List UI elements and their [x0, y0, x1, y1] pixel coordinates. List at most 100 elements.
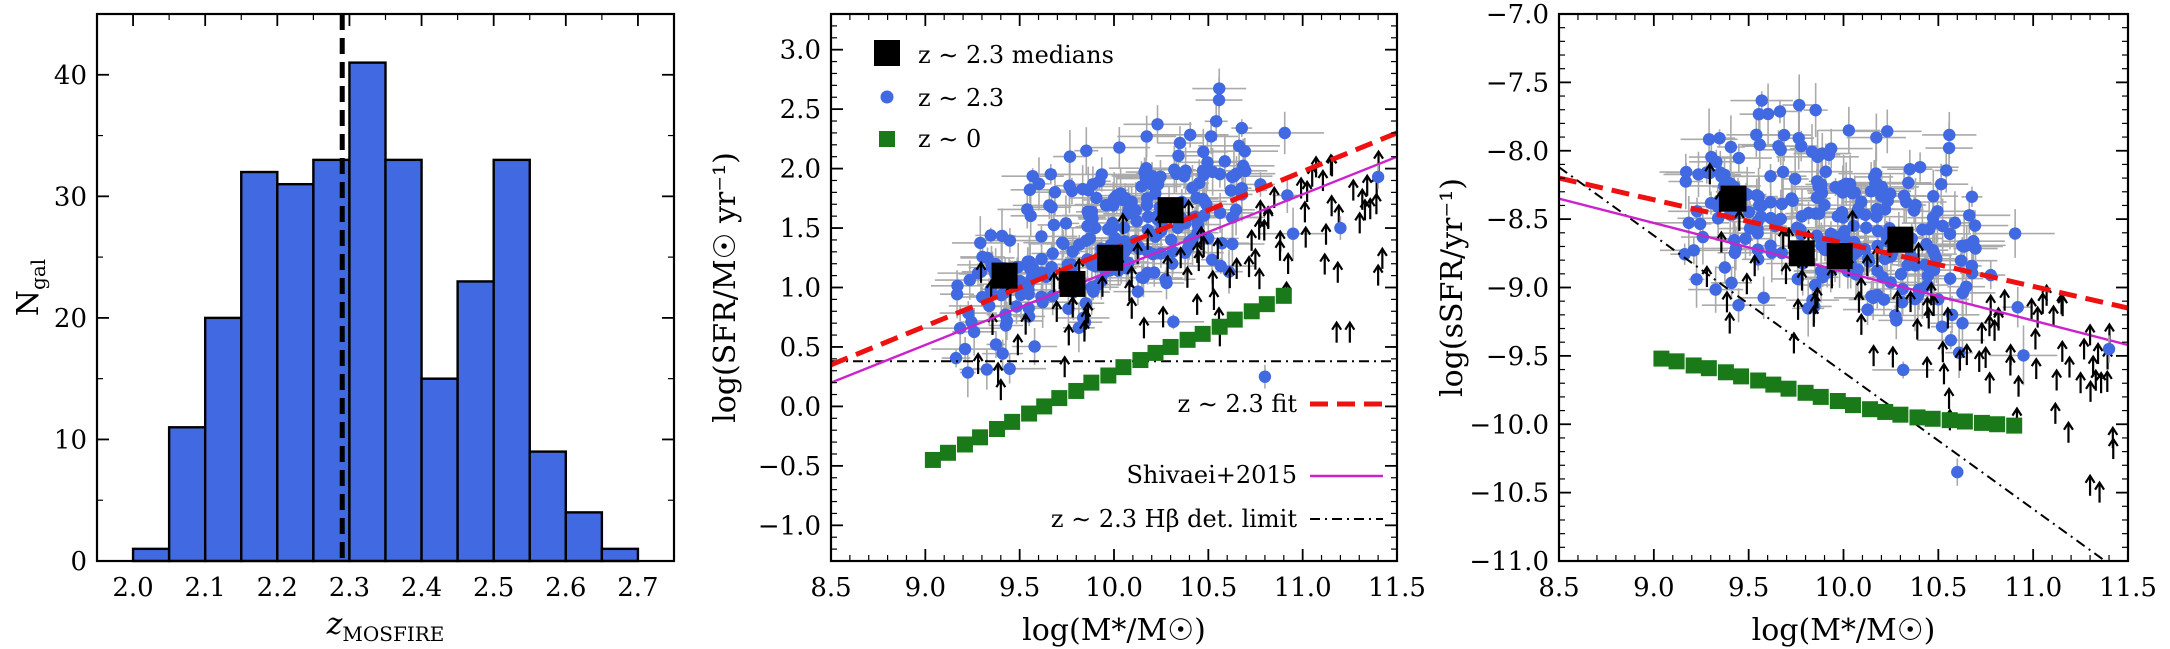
sample-point — [1902, 176, 1915, 189]
sample-point — [2102, 342, 2116, 356]
sample-point — [1869, 176, 1883, 189]
sfr-xtick-label: 8.5 — [810, 573, 851, 603]
sample-point — [1936, 219, 1949, 233]
sample-point — [1750, 189, 1763, 202]
sample-point — [1693, 217, 1707, 231]
sample-point — [1113, 141, 1126, 154]
local-z0-point — [1021, 405, 1038, 422]
sample-point — [1963, 209, 1976, 222]
ssfr-xlabel: log(M*/M☉) — [1752, 613, 1936, 648]
sample-point — [1775, 197, 1789, 211]
histogram-xtick-label: 2.7 — [617, 573, 658, 603]
sample-point — [1718, 261, 1732, 274]
local-z0-point — [1685, 357, 1702, 374]
sample-point — [1954, 254, 1968, 267]
sfr-xtick-label: 9.5 — [999, 573, 1040, 603]
histogram-bar — [384, 158, 423, 563]
local-z0-point — [1147, 344, 1164, 361]
sample-point — [1951, 465, 1964, 479]
local-z0-point — [1179, 331, 1196, 348]
sample-point — [1334, 221, 1347, 235]
sample-point — [1151, 118, 1164, 131]
fit-line — [1559, 175, 2128, 311]
sample-point — [1705, 150, 1718, 164]
shivaei-line — [1559, 197, 2128, 347]
sample-point — [1160, 276, 1173, 290]
sample-point — [1927, 190, 1940, 203]
sfr-ylabel: log(SFR/M☉ yr⁻¹) — [708, 152, 743, 423]
sample-point — [1750, 128, 1763, 142]
sample-point — [1083, 232, 1097, 245]
sample-point — [1690, 273, 1703, 286]
sample-point — [1145, 175, 1159, 189]
histogram-xtick-label: 2.0 — [112, 573, 153, 603]
sample-point — [1965, 259, 1979, 273]
sfr-xlabel: log(M*/M☉) — [1022, 613, 1206, 648]
sample-point — [1099, 199, 1113, 212]
sample-point — [1201, 156, 1214, 169]
sample-point — [1881, 125, 1894, 138]
histogram-bars — [131, 61, 640, 563]
sample-point — [1057, 237, 1070, 251]
sample-point — [1692, 168, 1705, 181]
local-z0-point — [1780, 380, 1797, 397]
local-z0-point — [1051, 390, 1068, 407]
sample-point — [996, 347, 1009, 360]
sample-point — [1897, 189, 1911, 202]
local-z0-point — [1989, 416, 2006, 433]
local-z0-point — [1668, 353, 1685, 370]
sample-point — [1062, 302, 1075, 315]
sample-point — [1190, 191, 1203, 205]
histogram-axes: 2.0 2.1 2.2 2.3 2.4 2.5 2.6 2.7 0 10 20 30 40 — [54, 12, 676, 603]
median-point — [1157, 197, 1184, 224]
sample-point — [1679, 165, 1693, 179]
sample-point — [1043, 199, 1056, 212]
local-z0-point — [1004, 413, 1021, 430]
histogram-bar — [456, 280, 495, 563]
sample-point — [1186, 181, 1199, 194]
median-points-1 — [991, 197, 1184, 297]
sample-point — [1085, 205, 1099, 218]
sample-point — [1809, 103, 1822, 117]
sample-point — [1371, 170, 1385, 184]
local-z0-point — [1750, 372, 1767, 389]
sample-point — [961, 366, 975, 379]
sample-point — [1227, 170, 1241, 183]
sample-point — [1956, 317, 1969, 330]
histogram-xtick-label: 2.3 — [329, 573, 370, 603]
outliers-2 — [1951, 323, 2119, 503]
sample-point — [1213, 206, 1227, 220]
ssfr-ytick-label: −9.5 — [1486, 342, 1549, 372]
sample-point — [1173, 136, 1187, 150]
histogram-bar — [492, 158, 531, 563]
sample-point — [1035, 252, 1048, 266]
sfr-ytick-label: 0.0 — [780, 392, 821, 422]
sample-point — [1934, 177, 1948, 191]
ssfr-ytick-label: −10.0 — [1469, 410, 1549, 440]
histogram-bar — [240, 170, 279, 563]
sample-point — [976, 250, 989, 264]
sample-point — [1131, 285, 1145, 298]
local-z0-point — [2006, 417, 2023, 434]
local-z0-point — [1829, 393, 1846, 410]
histogram-xtick-label: 2.6 — [545, 573, 586, 603]
sample-point — [1943, 227, 1957, 241]
sample-point — [1777, 128, 1791, 142]
sample-point — [1063, 150, 1077, 163]
local-z0-point — [1083, 374, 1100, 391]
sample-point — [1829, 180, 1842, 194]
legend-local-marker — [879, 131, 895, 147]
ssfr-ytick-label: −8.0 — [1486, 137, 1549, 167]
histogram-bar — [203, 316, 243, 563]
local-z0-point — [1892, 406, 1909, 423]
histogram-ytick-label: 10 — [54, 425, 87, 455]
sample-point — [1920, 237, 1933, 251]
local-z0-point — [1243, 303, 1260, 320]
histogram-xtick-label: 2.1 — [185, 573, 226, 603]
sfr-ytick-label: 3.0 — [780, 36, 821, 66]
median-point — [991, 262, 1018, 289]
local-z0-point — [1862, 401, 1879, 418]
local-z0-point — [972, 429, 989, 446]
legend-shivaei-label: Shivaei+2015 — [1126, 461, 1297, 489]
histogram-ylabel: Ngal — [11, 259, 50, 316]
